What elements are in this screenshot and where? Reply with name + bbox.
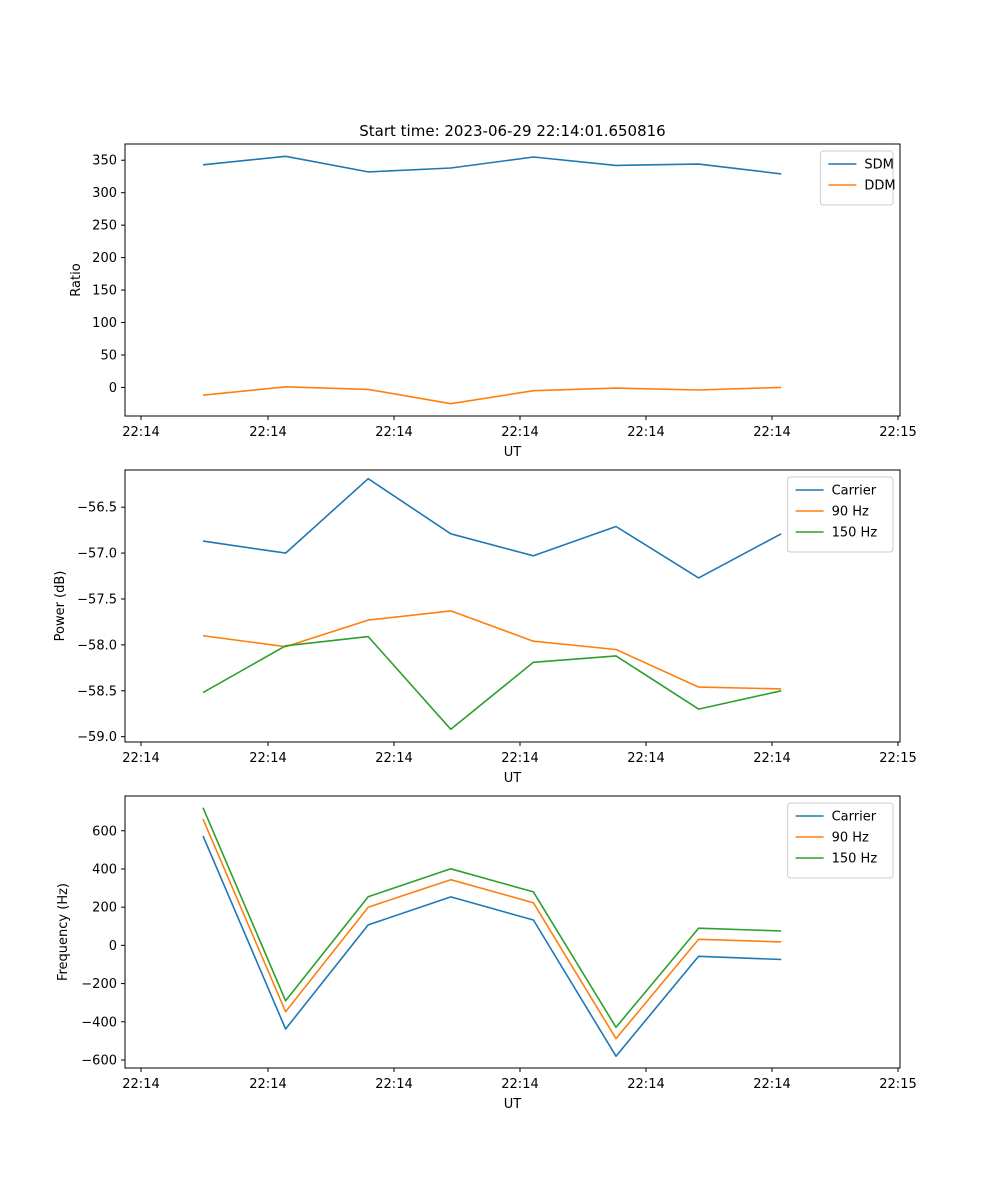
y-tick-label: 400 [92,862,117,877]
x-tick-label: 22:14 [375,1077,412,1092]
x-tick-label: 22:14 [249,1077,286,1092]
legend: Carrier 90 Hz 150 Hz [787,476,894,553]
x-tick-label: 22:14 [375,425,412,440]
x-tick-label: 22:14 [249,425,286,440]
legend-label: 90 Hz [832,831,869,846]
x-tick-label: 22:14 [375,751,412,766]
y-tick-label: 600 [92,824,117,839]
x-tick-label: 22:14 [501,1077,538,1092]
x-tick-label: 22:14 [249,751,286,766]
y-tick-label: −400 [81,1015,117,1030]
axes-frame [124,795,901,1069]
legend: Carrier 90 Hz 150 Hz [787,802,894,879]
figure-title: Start time: 2023-06-29 22:14:01.650816 [359,122,665,140]
x-tick-label: 22:15 [879,425,916,440]
x-axis-label: UT [504,771,522,786]
y-tick-label: −57.5 [77,592,117,607]
series-line-carrier [202,477,782,579]
y-tick-label: 200 [92,901,117,916]
axes-container: 22:14 22:14 22:14 22:14 22:14 22:14 22:15 UT 0 50… [53,143,917,1112]
x-tick-label: 22:14 [627,425,664,440]
chart-panel-3: 22:14 22:14 22:14 22:14 22:14 22:14 22:15 UT −60… [56,795,917,1112]
y-tick-label: 50 [100,348,117,363]
series-line-90-hz [202,610,782,690]
x-axis-label: UT [504,445,522,460]
x-tick-label: 22:15 [879,1077,916,1092]
legend-box [787,476,894,553]
legend-label: Carrier [832,810,877,825]
series-line-90-hz [202,818,782,1040]
x-tick-label: 22:14 [753,1077,790,1092]
series-line-carrier [202,835,782,1057]
x-tick-label: 22:15 [879,751,916,766]
x-tick-label: 22:14 [122,425,159,440]
y-axis-label: Ratio [69,263,84,296]
chart-panel-1: 22:14 22:14 22:14 22:14 22:14 22:14 22:15 UT 0 50… [69,143,917,460]
series-line-sdm [202,155,782,175]
y-tick-label: −58.0 [77,638,117,653]
axes-frame [124,143,901,417]
legend-box [787,802,894,879]
x-tick-label: 22:14 [753,425,790,440]
y-tick-label: 150 [92,284,117,299]
y-tick-label: −600 [81,1053,117,1068]
legend-label: DDM [864,179,895,194]
x-tick-label: 22:14 [501,751,538,766]
y-tick-label: 0 [109,939,117,954]
y-tick-label: −59.0 [77,730,117,745]
legend-label: SDM [864,158,893,173]
axes-frame [124,469,901,743]
y-tick-label: −200 [81,977,117,992]
legend: SDM DDM [819,150,896,206]
x-tick-label: 22:14 [122,1077,159,1092]
y-axis-label: Frequency (Hz) [56,883,71,981]
x-tick-label: 22:14 [753,751,790,766]
x-tick-label: 22:14 [627,1077,664,1092]
y-tick-label: 200 [92,251,117,266]
y-tick-label: −56.5 [77,501,117,516]
y-tick-label: −58.5 [77,684,117,699]
legend-label: 150 Hz [832,852,878,867]
y-tick-label: −57.0 [77,547,117,562]
x-axis-label: UT [504,1097,522,1112]
series-line-150-hz [202,807,782,1029]
x-tick-label: 22:14 [122,751,159,766]
chart-panel-2: 22:14 22:14 22:14 22:14 22:14 22:14 22:15 UT −59… [53,469,917,786]
x-tick-label: 22:14 [501,425,538,440]
y-tick-label: 250 [92,219,117,234]
y-tick-label: 300 [92,186,117,201]
y-tick-label: 100 [92,316,117,331]
y-tick-label: 0 [109,381,117,396]
series-line-150-hz [202,635,782,731]
y-axis-label: Power (dB) [53,571,68,642]
legend-label: 150 Hz [832,526,878,541]
legend-label: 90 Hz [832,505,869,520]
legend-label: Carrier [832,484,877,499]
series-line-ddm [202,385,782,405]
x-tick-label: 22:14 [627,751,664,766]
y-tick-label: 350 [92,154,117,169]
